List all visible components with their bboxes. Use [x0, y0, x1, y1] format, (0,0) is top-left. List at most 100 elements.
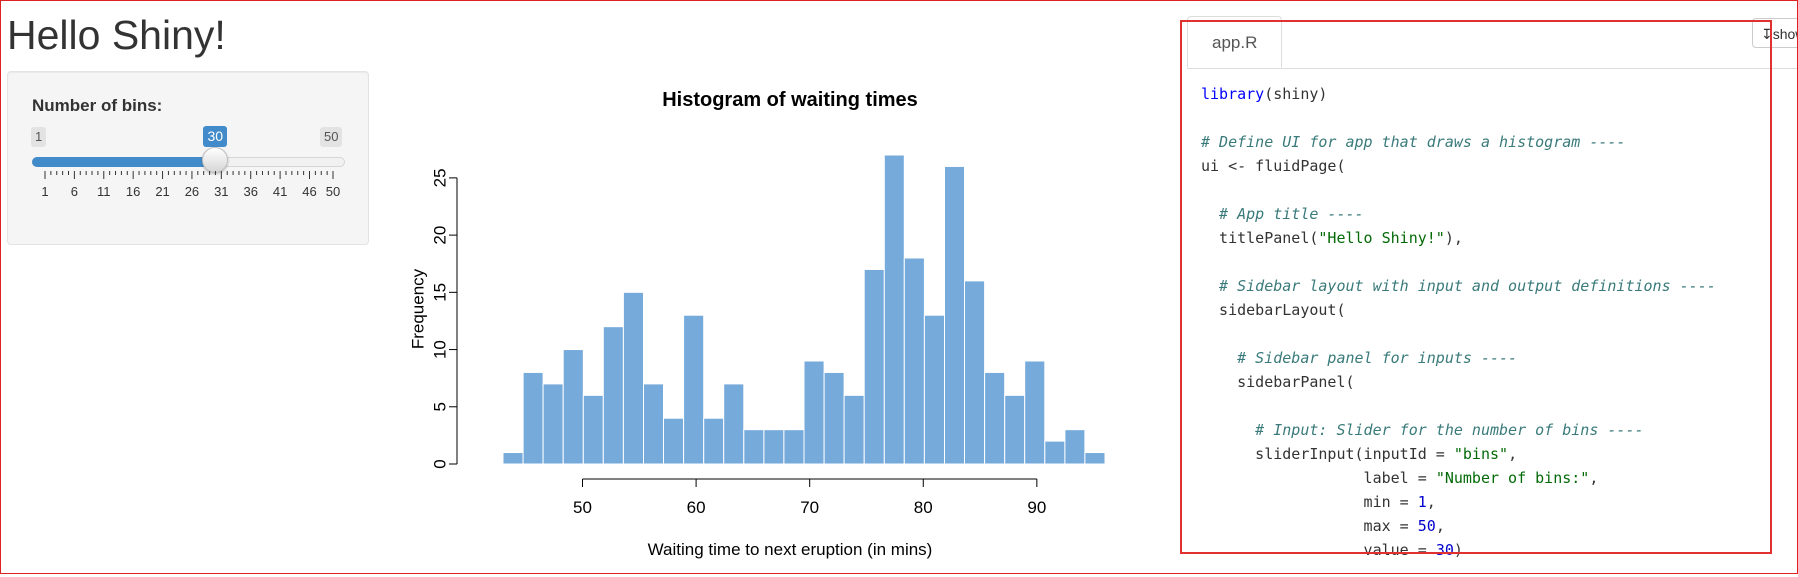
- histogram-bar: [662, 417, 685, 465]
- code-token: sidebarLayout(: [1201, 301, 1346, 319]
- histogram-bar: [803, 360, 825, 465]
- x-tick-label: 60: [687, 498, 706, 517]
- histogram-bar: [562, 349, 584, 465]
- code-number: 30: [1435, 541, 1454, 559]
- tab-app-r[interactable]: app.R: [1187, 16, 1283, 68]
- chart-title: Histogram of waiting times: [662, 89, 918, 111]
- slider-tick-label: 16: [126, 184, 140, 199]
- code-token: ),: [1444, 229, 1463, 247]
- slider-min-label: 1: [31, 127, 47, 147]
- code-function: library: [1201, 85, 1265, 103]
- code-token: ui <- fluidPage(: [1201, 157, 1346, 175]
- code-line: min = 1,: [1201, 490, 1716, 514]
- bins-slider-fill: [32, 157, 216, 167]
- code-token: ): [1453, 541, 1463, 559]
- histogram-bar: [823, 371, 845, 465]
- x-tick-label: 50: [573, 498, 592, 517]
- slider-tick-label: 50: [326, 184, 340, 199]
- code-token: (shiny): [1264, 85, 1328, 103]
- show-button-label: show: [1772, 26, 1798, 42]
- code-line: value = 30): [1201, 538, 1716, 562]
- x-tick-label: 70: [800, 498, 819, 517]
- code-line: sidebarPanel(: [1201, 370, 1716, 394]
- y-tick-label: 10: [430, 340, 449, 359]
- code-line: # Sidebar panel for inputs ----: [1201, 346, 1716, 370]
- code-comment: # Define UI for app that draws a histogr…: [1201, 133, 1626, 151]
- histogram-bar: [622, 291, 645, 465]
- histogram-bar: [763, 429, 785, 465]
- slider-tick-label: 1: [41, 184, 48, 199]
- histogram-bar: [703, 417, 725, 465]
- code-token: ,: [1589, 469, 1599, 487]
- histogram-bar: [643, 383, 664, 465]
- code-line: max = 50,: [1201, 514, 1716, 538]
- bins-slider-label: Number of bins:: [32, 96, 163, 115]
- histogram-bar: [903, 257, 925, 465]
- code-token: titlePanel(: [1201, 229, 1319, 247]
- x-tick-label: 90: [1027, 498, 1046, 517]
- histogram-bar: [783, 429, 805, 465]
- code-line: # Define UI for app that draws a histogr…: [1201, 130, 1716, 154]
- histogram-bar: [582, 394, 604, 465]
- code-line: ui <- fluidPage(: [1201, 154, 1716, 178]
- show-code-button[interactable]: ↧show: [1752, 18, 1798, 48]
- code-line: # Input: Slider for the number of bins -…: [1201, 418, 1716, 442]
- slider-tick-label: 41: [273, 184, 287, 199]
- code-line: # App title ----: [1201, 202, 1716, 226]
- code-token: max =: [1201, 517, 1418, 535]
- histogram-bar: [723, 383, 745, 465]
- histogram-bar: [1084, 452, 1106, 465]
- code-token: sliderInput(inputId =: [1201, 445, 1454, 463]
- code-tab-bar: app.R: [1187, 16, 1798, 69]
- y-tick-label: 20: [430, 226, 449, 245]
- histogram-bar: [502, 452, 524, 465]
- x-tick-label: 80: [914, 498, 933, 517]
- histogram-bar: [542, 383, 564, 465]
- sidebar-panel: Number of bins: 1 50 30 1 6 11 16 21 26 31 36 41…: [7, 71, 369, 245]
- y-tick-label: 5: [430, 402, 449, 411]
- code-comment: # Sidebar layout with input and output d…: [1201, 277, 1716, 295]
- histogram-plot: Histogram of waiting times 50 60 70 80 90 Wait…: [395, 72, 1145, 572]
- code-line: [1201, 250, 1716, 274]
- slider-tick-marks: 1 6 11 16 21 26 31 36 41 46 50: [41, 171, 340, 199]
- slider-tick-label: 31: [214, 184, 228, 199]
- code-line: sliderInput(inputId = "bins",: [1201, 442, 1716, 466]
- histogram-bar: [1024, 360, 1046, 465]
- code-comment: # App title ----: [1201, 205, 1364, 223]
- code-token: value =: [1201, 541, 1436, 559]
- code-panel: app.R ↧show library(shiny) # Define UI fo…: [1187, 16, 1798, 574]
- code-comment: # Sidebar panel for inputs ----: [1201, 349, 1518, 367]
- code-number: 1: [1417, 493, 1427, 511]
- code-listing: library(shiny) # Define UI for app that d…: [1201, 82, 1716, 562]
- y-tick-label: 25: [430, 168, 449, 187]
- x-axis-label: Waiting time to next eruption (in mins): [648, 540, 933, 559]
- code-line: # Sidebar layout with input and output d…: [1201, 274, 1716, 298]
- slider-tick-label: 6: [71, 184, 78, 199]
- code-comment: # Input: Slider for the number of bins -…: [1201, 421, 1644, 439]
- code-line: library(shiny): [1201, 82, 1716, 106]
- histogram-bar: [984, 371, 1006, 465]
- code-token: sidebarPanel(: [1201, 373, 1355, 391]
- histogram-bar: [843, 394, 865, 465]
- histogram-bar: [923, 314, 946, 465]
- app-title: Hello Shiny!: [7, 12, 226, 58]
- slider-tick-label: 36: [243, 184, 257, 199]
- slider-value-label: 30: [203, 126, 228, 147]
- code-line: label = "Number of bins:",: [1201, 466, 1716, 490]
- code-line: [1201, 322, 1716, 346]
- y-axis-label: Frequency: [408, 268, 427, 349]
- show-arrow-icon: ↧: [1761, 26, 1773, 42]
- slider-tick-label: 46: [302, 184, 316, 199]
- code-string: "Hello Shiny!": [1318, 229, 1445, 247]
- code-token: label =: [1201, 469, 1436, 487]
- code-line: [1201, 178, 1716, 202]
- code-line: sidebarLayout(: [1201, 298, 1716, 322]
- code-string: "bins": [1453, 445, 1509, 463]
- histogram-bar: [1044, 440, 1066, 465]
- histogram-bar: [1004, 394, 1026, 465]
- histogram-bar: [602, 326, 624, 465]
- histogram-bar: [963, 280, 986, 465]
- slider-tick-label: 21: [155, 184, 169, 199]
- histogram-svg: Histogram of waiting times 50 60 70 80 90 Wait…: [408, 89, 1106, 559]
- code-line: [1201, 394, 1716, 418]
